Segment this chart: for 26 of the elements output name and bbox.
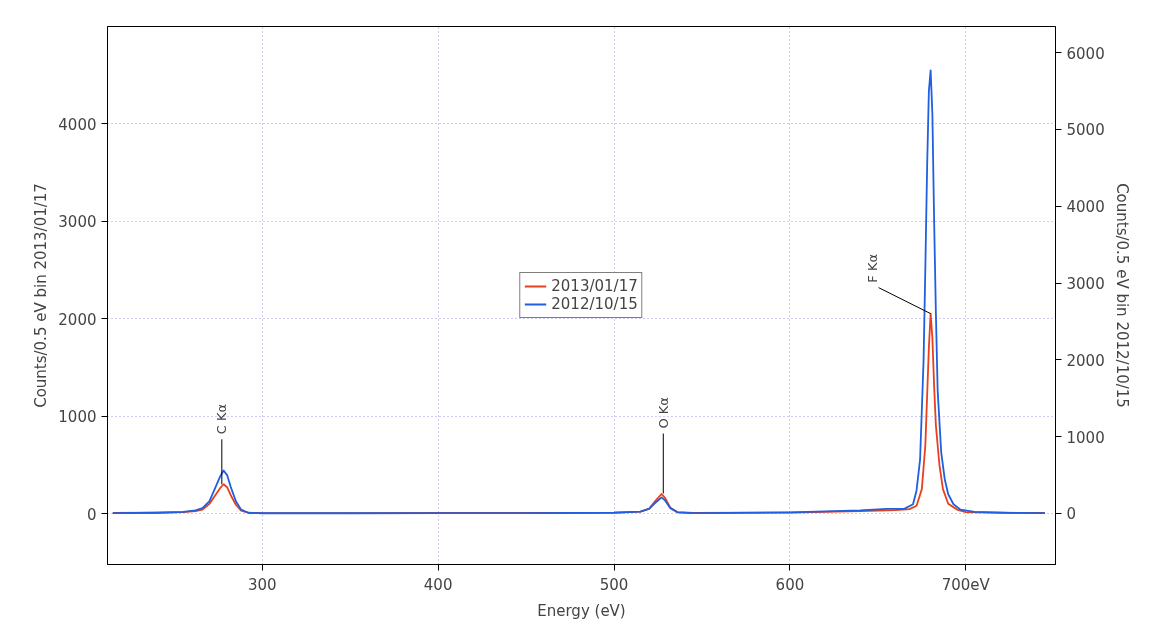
x-axis-title: Energy (eV) xyxy=(537,601,626,620)
annotation: F Kα xyxy=(865,253,881,283)
y-tick-label: 2000 xyxy=(58,310,97,329)
y2-tick-label: 4000 xyxy=(1066,198,1105,217)
y-tick-label: 0 xyxy=(86,505,97,524)
y-tick-label: 3000 xyxy=(58,213,97,232)
x-tick-label: 300 xyxy=(247,575,277,594)
line-series xyxy=(111,69,1046,515)
y-tick-label: 1000 xyxy=(58,408,97,427)
y2-tick-label: 1000 xyxy=(1066,428,1105,447)
y2-tick-label: 2000 xyxy=(1066,351,1105,370)
y2-tick-label: 0 xyxy=(1066,505,1077,524)
y-axis-title: Counts/0.5 eV bin 2013/01/17 xyxy=(32,183,51,408)
y2-tick-label: 5000 xyxy=(1066,121,1105,140)
legend-label: 2013/01/17 xyxy=(551,277,638,295)
x-tick-label: 700eV xyxy=(941,575,991,594)
x-tick-label: 400 xyxy=(423,575,453,594)
annotation: C Kα xyxy=(214,403,230,435)
y2-tick-label: 6000 xyxy=(1066,44,1105,63)
y-tick-label: 4000 xyxy=(58,115,97,134)
x-tick-label: 500 xyxy=(599,575,629,594)
y2-tick-label: 3000 xyxy=(1066,275,1105,294)
x-tick-label: 600 xyxy=(775,575,805,594)
legend-label: 2012/10/15 xyxy=(551,295,638,313)
annotation: O Kα xyxy=(655,397,671,429)
y2-axis-title: Counts/0.5 eV bin 2012/10/15 xyxy=(1112,183,1131,408)
